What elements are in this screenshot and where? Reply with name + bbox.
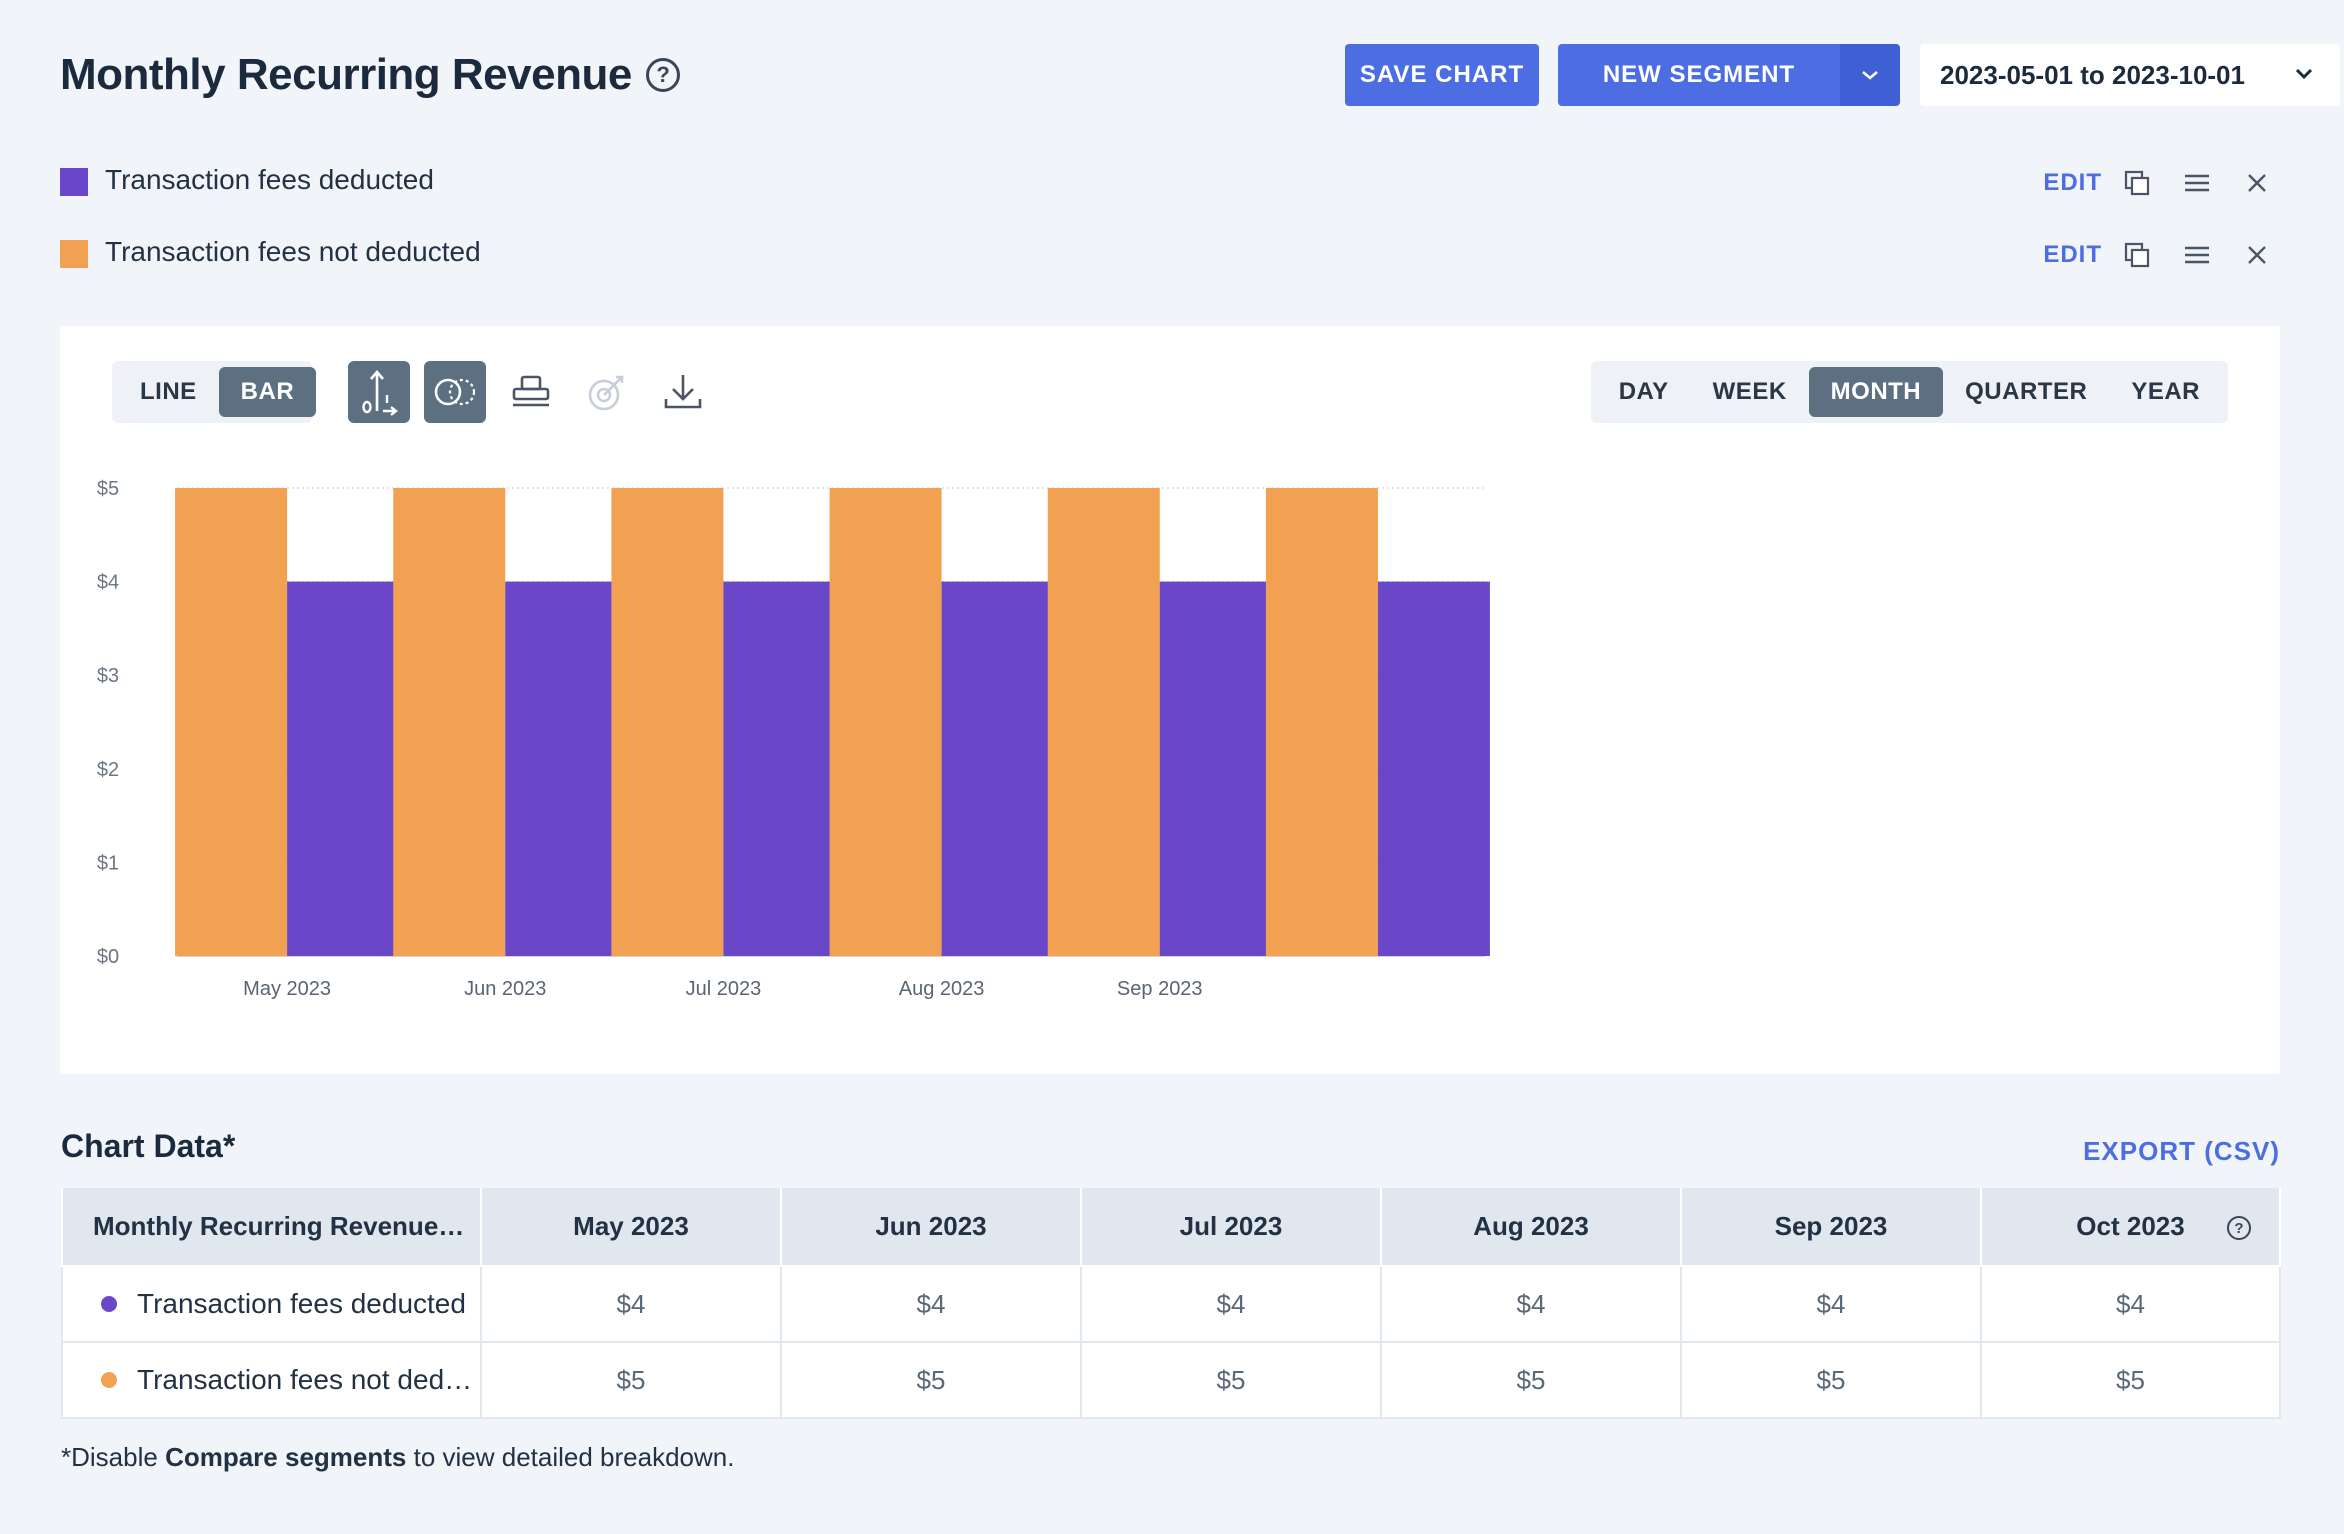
bar-deducted — [1159, 581, 1272, 956]
download-button[interactable] — [652, 361, 714, 423]
y-tick-label: $0 — [97, 946, 119, 968]
y-tick-label: $4 — [97, 572, 119, 594]
bar-not-deducted — [393, 488, 506, 956]
bar-not-deducted — [1047, 488, 1160, 956]
download-icon — [664, 375, 702, 409]
series-dot — [101, 1295, 117, 1312]
edit-segment-button[interactable]: EDIT — [2043, 241, 2102, 268]
x-tick-label: Jul 2023 — [686, 978, 762, 1000]
stack-button[interactable] — [500, 361, 562, 423]
x-tick-label: May 2023 — [243, 978, 331, 1000]
save-chart-button[interactable]: SAVE CHART — [1345, 44, 1539, 106]
table-cell: $4 — [1980, 1265, 2281, 1343]
segment-color-swatch — [60, 168, 88, 196]
duplicate-icon[interactable] — [2120, 166, 2154, 200]
table-cell: $4 — [480, 1265, 782, 1343]
column-header: Oct 2023 ? — [1980, 1188, 2281, 1267]
segment-row: Transaction fees deducted EDIT — [60, 160, 2280, 200]
table-cell: $4 — [1080, 1265, 1382, 1343]
table-cell: $5 — [1980, 1341, 2281, 1419]
bar-not-deducted — [175, 488, 288, 956]
goal-icon — [588, 375, 624, 411]
bar-not-deducted — [829, 488, 942, 956]
compare-segments-button[interactable] — [424, 361, 486, 423]
table-cell: $5 — [1080, 1341, 1382, 1419]
table-cell: $4 — [1680, 1265, 1982, 1343]
new-segment-button[interactable]: NEW SEGMENT — [1558, 44, 1840, 106]
close-icon[interactable] — [2240, 238, 2274, 272]
chart-type-toggle: LINE BAR — [112, 361, 317, 423]
x-tick-label: Aug 2023 — [899, 978, 985, 1000]
export-csv-button[interactable]: EXPORT (CSV) — [2083, 1136, 2280, 1166]
bar-chart: $0 $1 $2 $3 $4 $5 May 2023 Jun 2023 Jul 2023 Aug … — [97, 478, 1490, 1000]
table-cell: $5 — [780, 1341, 1082, 1419]
column-header: Sep 2023 — [1680, 1188, 1982, 1267]
y-tick-label: $2 — [97, 759, 119, 781]
chart-data-table: Monthly Recurring Revenue… May 2023 Jun … — [61, 1188, 2281, 1419]
chart-card: LINE BAR — [60, 326, 2280, 1074]
table-cell: $5 — [480, 1341, 782, 1419]
period-toggle: DAY WEEK MONTH QUARTER YEAR — [1590, 361, 2228, 423]
y-tick-label: $3 — [97, 665, 119, 687]
help-icon[interactable]: ? — [645, 58, 680, 92]
period-quarter[interactable]: QUARTER — [1965, 378, 2088, 405]
bar-deducted — [723, 581, 836, 956]
segment-label: Transaction fees not deducted — [105, 236, 481, 267]
chart-type-line[interactable]: LINE — [140, 378, 197, 405]
table-cell: $5 — [1680, 1341, 1982, 1419]
compare-segments-icon — [434, 378, 476, 406]
table-row: Transaction fees not ded… $5 $5 $5 $5 $5… — [61, 1341, 2281, 1419]
period-week[interactable]: WEEK — [1712, 378, 1787, 405]
x-tick-label: Sep 2023 — [1117, 978, 1203, 1000]
segment-label: Transaction fees deducted — [105, 164, 434, 195]
x-tick-label: Jun 2023 — [464, 978, 546, 1000]
close-icon[interactable] — [2240, 166, 2274, 200]
column-header: Jul 2023 — [1080, 1188, 1382, 1267]
y-tick-label: $5 — [97, 478, 119, 500]
bar-not-deducted — [611, 488, 724, 956]
row-label: Transaction fees not ded… — [61, 1341, 482, 1419]
table-row: Transaction fees deducted $4 $4 $4 $4 $4… — [61, 1265, 2281, 1343]
chart-data-title: Chart Data* — [61, 1128, 236, 1164]
bar-not-deducted — [1265, 488, 1378, 956]
goal-button[interactable] — [576, 361, 638, 423]
column-header: May 2023 — [480, 1188, 782, 1267]
row-label: Transaction fees deducted — [61, 1265, 482, 1343]
new-segment-dropdown-button[interactable] — [1840, 44, 1900, 106]
edit-segment-button[interactable]: EDIT — [2043, 169, 2102, 196]
y-tick-label: $1 — [97, 852, 119, 874]
table-cell: $4 — [1380, 1265, 1682, 1343]
menu-icon[interactable] — [2180, 238, 2214, 272]
table-cell: $5 — [1380, 1341, 1682, 1419]
period-month[interactable]: MONTH — [1808, 367, 1944, 417]
chevron-down-icon — [1862, 71, 1878, 80]
date-range-select[interactable]: 2023-05-01 to 2023-10-01 — [1920, 44, 2340, 106]
menu-icon[interactable] — [2180, 166, 2214, 200]
bar-deducted — [505, 581, 618, 956]
axis-toggle-button[interactable] — [348, 361, 410, 423]
help-icon[interactable]: ? — [2227, 1216, 2251, 1240]
bar-deducted — [941, 581, 1054, 956]
table-header-row: Monthly Recurring Revenue… May 2023 Jun … — [61, 1188, 2281, 1267]
period-day[interactable]: DAY — [1618, 378, 1669, 405]
column-header: Aug 2023 — [1380, 1188, 1682, 1267]
page-title: Monthly Recurring Revenue ? — [60, 44, 680, 106]
period-year[interactable]: YEAR — [2131, 378, 2200, 405]
chevron-down-icon — [2295, 68, 2313, 80]
footnote: *Disable Compare segments to view detail… — [61, 1442, 735, 1472]
segment-color-swatch — [60, 240, 88, 268]
segment-row: Transaction fees not deducted EDIT — [60, 232, 2280, 272]
axis-toggle-icon — [362, 370, 398, 416]
series-dot — [101, 1371, 117, 1388]
bar-deducted — [287, 581, 400, 956]
chart-type-bar[interactable]: BAR — [218, 367, 317, 417]
column-header: Jun 2023 — [780, 1188, 1082, 1267]
table-cell: $4 — [780, 1265, 1082, 1343]
column-header: Monthly Recurring Revenue… — [61, 1188, 482, 1267]
stack-icon — [512, 375, 550, 407]
page-header: Monthly Recurring Revenue ? SAVE CHART N… — [60, 44, 2340, 106]
duplicate-icon[interactable] — [2120, 238, 2154, 272]
bar-deducted — [1377, 581, 1490, 956]
